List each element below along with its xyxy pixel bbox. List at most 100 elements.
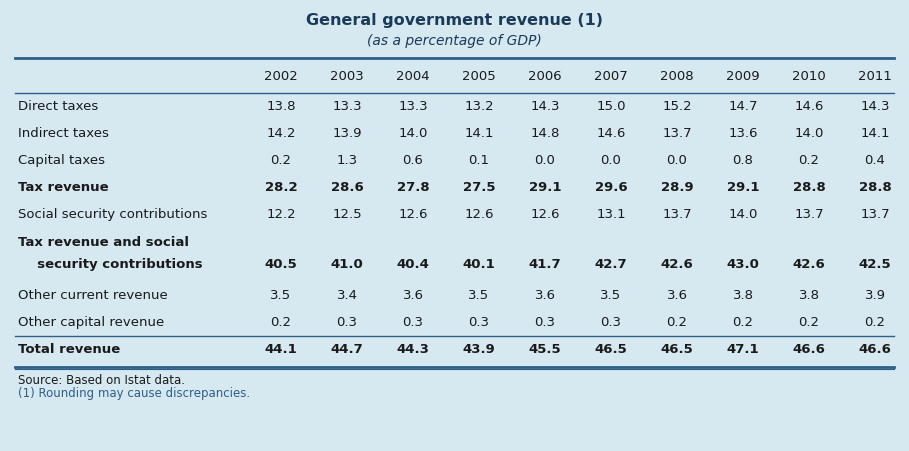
Text: 12.6: 12.6 [464,208,494,221]
Text: 3.5: 3.5 [601,289,622,302]
Text: 13.1: 13.1 [596,208,625,221]
Text: 28.6: 28.6 [331,181,364,194]
Text: 0.0: 0.0 [534,154,555,167]
Text: 43.0: 43.0 [726,258,759,271]
Text: 14.0: 14.0 [398,127,428,140]
Text: 3.9: 3.9 [864,289,885,302]
Text: 41.0: 41.0 [331,258,364,271]
Text: 0.2: 0.2 [666,316,687,329]
Text: 3.6: 3.6 [534,289,555,302]
Text: 13.6: 13.6 [728,127,758,140]
Text: security contributions: security contributions [28,258,203,271]
Text: Total revenue: Total revenue [18,343,120,356]
Text: 0.0: 0.0 [601,154,622,167]
Text: 14.1: 14.1 [464,127,494,140]
Text: 13.7: 13.7 [794,208,824,221]
Text: 15.0: 15.0 [596,100,625,113]
Text: 14.0: 14.0 [728,208,758,221]
Text: 27.5: 27.5 [463,181,495,194]
Text: 0.3: 0.3 [534,316,555,329]
Text: 29.6: 29.6 [594,181,627,194]
Text: 0.8: 0.8 [733,154,754,167]
Text: General government revenue (1): General government revenue (1) [305,14,603,28]
Text: 1.3: 1.3 [336,154,357,167]
Text: (1) Rounding may cause discrepancies.: (1) Rounding may cause discrepancies. [18,387,250,400]
Text: 46.6: 46.6 [859,343,892,356]
Text: 0.2: 0.2 [271,154,292,167]
Text: 41.7: 41.7 [529,258,562,271]
Text: 0.3: 0.3 [403,316,424,329]
Text: 14.0: 14.0 [794,127,824,140]
Text: 12.6: 12.6 [530,208,560,221]
Text: 0.1: 0.1 [468,154,490,167]
Text: 13.2: 13.2 [464,100,494,113]
Text: 0.2: 0.2 [798,154,820,167]
Text: 40.1: 40.1 [463,258,495,271]
Text: 12.6: 12.6 [398,208,428,221]
Text: 3.4: 3.4 [336,289,357,302]
Text: 3.6: 3.6 [403,289,424,302]
Text: 46.6: 46.6 [793,343,825,356]
Text: 0.2: 0.2 [271,316,292,329]
Text: 0.2: 0.2 [864,316,885,329]
Text: Other capital revenue: Other capital revenue [18,316,165,329]
Text: 2003: 2003 [330,70,364,83]
Text: 13.3: 13.3 [398,100,428,113]
Text: 14.1: 14.1 [860,127,890,140]
Text: 27.8: 27.8 [396,181,429,194]
Text: Tax revenue: Tax revenue [18,181,108,194]
Text: 0.4: 0.4 [864,154,885,167]
Text: 2009: 2009 [726,70,760,83]
Text: 44.1: 44.1 [265,343,297,356]
Text: 2007: 2007 [594,70,628,83]
Text: 3.6: 3.6 [666,289,687,302]
Text: 2005: 2005 [462,70,496,83]
Text: 14.6: 14.6 [794,100,824,113]
Text: 0.3: 0.3 [336,316,357,329]
Text: Direct taxes: Direct taxes [18,100,98,113]
Text: 40.4: 40.4 [396,258,429,271]
Text: 44.3: 44.3 [396,343,429,356]
Text: 14.3: 14.3 [530,100,560,113]
Text: 3.8: 3.8 [798,289,820,302]
Text: 0.2: 0.2 [798,316,820,329]
Text: 14.8: 14.8 [530,127,560,140]
Text: 29.1: 29.1 [529,181,561,194]
Text: 13.7: 13.7 [662,127,692,140]
Text: 47.1: 47.1 [726,343,759,356]
Text: 14.2: 14.2 [266,127,295,140]
Text: 2011: 2011 [858,70,892,83]
Text: 13.7: 13.7 [860,208,890,221]
Text: Source: Based on Istat data.: Source: Based on Istat data. [18,374,185,387]
Text: 2006: 2006 [528,70,562,83]
Text: 2002: 2002 [265,70,298,83]
Text: 13.8: 13.8 [266,100,295,113]
Text: 42.5: 42.5 [859,258,892,271]
Text: 13.9: 13.9 [333,127,362,140]
Text: 12.2: 12.2 [266,208,295,221]
Text: 2004: 2004 [396,70,430,83]
Text: 42.6: 42.6 [661,258,694,271]
Text: 3.5: 3.5 [271,289,292,302]
Text: 28.8: 28.8 [793,181,825,194]
Text: 2008: 2008 [660,70,694,83]
Text: 14.7: 14.7 [728,100,758,113]
Text: Indirect taxes: Indirect taxes [18,127,109,140]
Text: 15.2: 15.2 [662,100,692,113]
Text: 0.3: 0.3 [468,316,490,329]
Text: 2010: 2010 [792,70,826,83]
Text: 45.5: 45.5 [529,343,562,356]
Text: 46.5: 46.5 [594,343,627,356]
Text: 43.9: 43.9 [463,343,495,356]
Text: 0.2: 0.2 [733,316,754,329]
Text: 46.5: 46.5 [661,343,694,356]
Text: 28.8: 28.8 [859,181,892,194]
Text: 42.7: 42.7 [594,258,627,271]
Text: Social security contributions: Social security contributions [18,208,207,221]
Text: 14.3: 14.3 [860,100,890,113]
Text: Other current revenue: Other current revenue [18,289,168,302]
Text: 14.6: 14.6 [596,127,625,140]
Text: 42.6: 42.6 [793,258,825,271]
Text: 29.1: 29.1 [727,181,759,194]
Text: 3.5: 3.5 [468,289,490,302]
